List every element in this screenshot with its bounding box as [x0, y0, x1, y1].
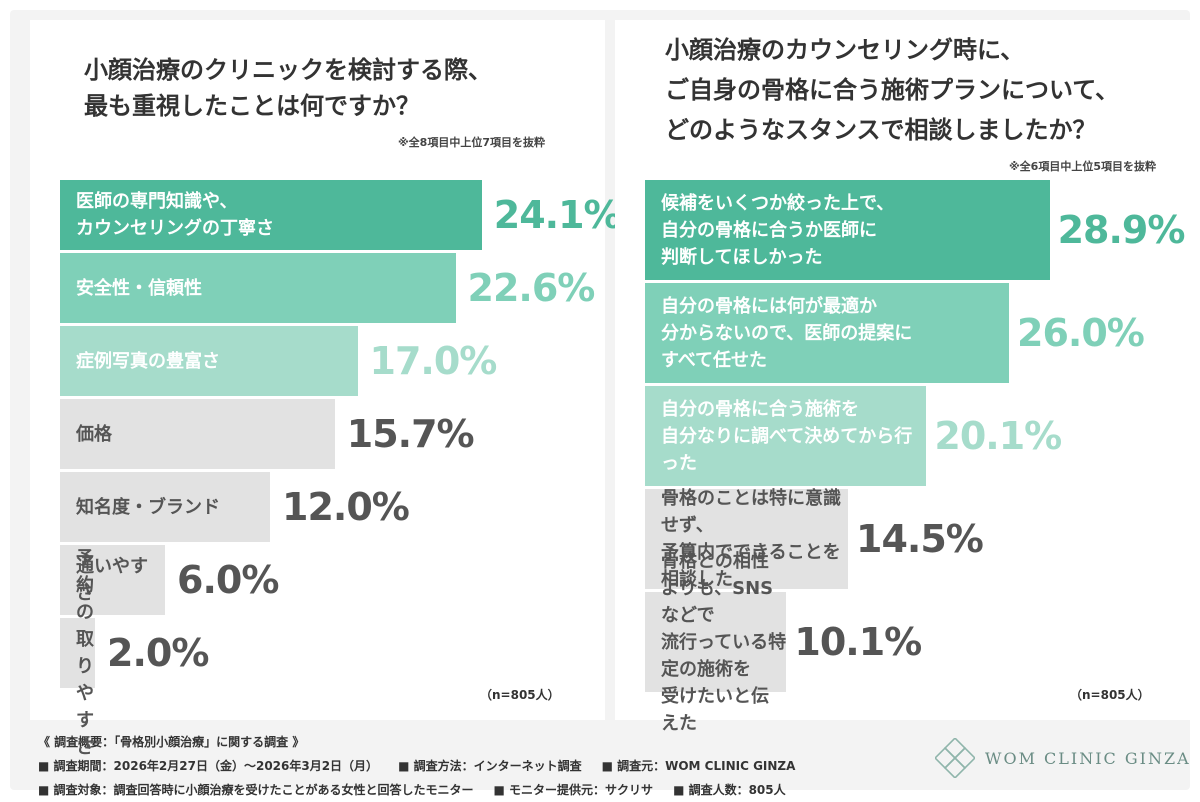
survey-meta-line-1: ■ 調査期間：2026年2月27日（金）〜2026年3月2日（月） ■ 調査方法：… — [38, 754, 795, 778]
right-chart-note: ※全6項目中上位5項目を抜粋 — [1008, 160, 1156, 173]
bar-value-label: 17.0% — [369, 339, 498, 383]
bar-value-label: 12.0% — [282, 485, 410, 529]
bar-value-label: 26.0% — [1017, 311, 1145, 355]
right-chart-title: 小顔治療のカウンセリング時に、 ご自身の骨格に合う施術プランについて、 どのよう… — [665, 36, 1120, 144]
bar: 自分の骨格に合う施術を 自分なりに調べて決めてから行った — [645, 386, 927, 486]
bar-row: 骨格との相性よりも、SNSなどで 流行っている特定の施術を 受けたいと伝えた 10… — [645, 551, 1185, 734]
bar-value-label: 20.1% — [934, 414, 1062, 458]
bar-row: 通いやすさ 6.0% — [60, 545, 600, 615]
bar: 価格 — [60, 399, 335, 469]
bar-label: 骨格との相性よりも、SNSなどで 流行っている特定の施術を 受けたいと伝えた — [661, 550, 787, 734]
bar: 医師の専門知識や、 カウンセリングの丁寧さ — [60, 180, 482, 250]
bar-row: 自分の骨格には何が最適か 分からないので、医師の提案に すべて任せた 26.0% — [645, 283, 1185, 383]
infographic-frame: 小顔治療のクリニックを検討する際、 最も重視したことは何ですか？ ※全8項目中上… — [10, 10, 1190, 797]
survey-target: ■ 調査対象：調査回答時に小顔治療を受けたことがある女性と回答したモニター — [38, 783, 474, 797]
bar-row: 知名度・ブランド 12.0% — [60, 472, 600, 542]
bar-label: 骨格のことは特に意識せず、 予算内でできることを相談した — [661, 488, 841, 590]
survey-period: ■ 調査期間：2026年2月27日（金）〜2026年3月2日（月） — [38, 759, 379, 773]
survey-count: ■ 調査人数：805人 — [673, 783, 786, 797]
diamond-lattice-icon — [935, 738, 975, 778]
left-chart-title: 小顔治療のクリニックを検討する際、 最も重視したことは何ですか？ — [84, 56, 492, 120]
bar: 安全性・信頼性 — [60, 253, 456, 323]
clinic-logo: WOM CLINIC GINZA — [935, 738, 1191, 778]
bar-value-label: 10.1% — [794, 620, 922, 664]
bar-value-label: 15.7% — [346, 412, 475, 456]
right-chart-panel: 小顔治療のカウンセリング時に、 ご自身の骨格に合う施術プランについて、 どのよう… — [615, 20, 1190, 734]
bar-row: 価格 15.7% — [60, 399, 600, 469]
bar-label: 安全性・信頼性 — [76, 277, 202, 299]
bar-row: 症例写真の豊富さ 17.0% — [60, 326, 600, 396]
bar-value-label: 6.0% — [177, 558, 279, 602]
bar-value-label: 2.0% — [107, 631, 209, 675]
survey-summary: 《 調査概要：「骨格別小顔治療」に関する調査 》 ■ 調査期間：2026年2月2… — [38, 730, 795, 802]
bar-row: 予約の取りやすさ 2.0% — [60, 548, 600, 758]
bar-value-label: 24.1% — [493, 193, 622, 237]
bar-row: 骨格のことは特に意識せず、 予算内でできることを相談した 14.5% — [645, 488, 1185, 590]
bar-row: 医師の専門知識や、 カウンセリングの丁寧さ 24.1% — [60, 180, 622, 250]
bar: 候補をいくつか絞った上で、 自分の骨格に合うか医師に 判断してほしかった — [645, 180, 1050, 280]
survey-summary-heading: 《 調査概要：「骨格別小顔治療」に関する調査 》 — [38, 735, 305, 749]
bar: 知名度・ブランド — [60, 472, 270, 542]
left-chart-note: ※全8項目中上位7項目を抜粋 — [397, 136, 545, 149]
bar-label: 自分の骨格に合う施術を 自分なりに調べて決めてから行った — [661, 398, 913, 474]
bar-row: 候補をいくつか絞った上で、 自分の骨格に合うか医師に 判断してほしかった 28.9… — [645, 180, 1185, 280]
bar-row: 自分の骨格に合う施術を 自分なりに調べて決めてから行った 20.1% — [645, 386, 1185, 486]
bar-value-label: 14.5% — [856, 517, 984, 561]
survey-meta-line-2: ■ 調査対象：調査回答時に小顔治療を受けたことがある女性と回答したモニター ■ モ… — [38, 778, 795, 802]
bar-label: 価格 — [76, 423, 112, 445]
left-chart-panel: 小顔治療のクリニックを検討する際、 最も重視したことは何ですか？ ※全8項目中上… — [30, 20, 622, 758]
logo-text: WOM CLINIC GINZA — [985, 748, 1191, 768]
bar-label: 症例写真の豊富さ — [76, 350, 220, 372]
bar-value-label: 22.6% — [467, 266, 596, 310]
bar: 骨格との相性よりも、SNSなどで 流行っている特定の施術を 受けたいと伝えた — [645, 551, 787, 734]
bar: 骨格のことは特に意識せず、 予算内でできることを相談した — [645, 488, 848, 590]
bar-value-label: 28.9% — [1057, 208, 1186, 252]
right-sample-size: （n=805人） — [1070, 688, 1150, 702]
bar-label: 自分の骨格には何が最適か 分からないので、医師の提案に すべて任せた — [661, 295, 913, 371]
survey-provider: ■ モニター提供元：サクリサ — [493, 783, 654, 797]
bar: 予約の取りやすさ — [60, 548, 95, 758]
bar-label: 予約の取りやすさ — [76, 548, 94, 758]
bar-label: 候補をいくつか絞った上で、 自分の骨格に合うか医師に 判断してほしかった — [661, 192, 895, 268]
bar: 自分の骨格には何が最適か 分からないので、医師の提案に すべて任せた — [645, 283, 1009, 383]
survey-method: ■ 調査方法：インターネット調査 — [398, 759, 582, 773]
left-sample-size: （n=805人） — [480, 688, 560, 702]
bar: 症例写真の豊富さ — [60, 326, 358, 396]
bar-label: 知名度・ブランド — [76, 496, 220, 518]
bar: 通いやすさ — [60, 545, 165, 615]
bar-row: 安全性・信頼性 22.6% — [60, 253, 600, 323]
bar-label: 通いやすさ — [76, 556, 148, 604]
survey-source: ■ 調査元：WOM CLINIC GINZA — [601, 759, 796, 773]
bar-label: 医師の専門知識や、 カウンセリングの丁寧さ — [76, 191, 274, 239]
